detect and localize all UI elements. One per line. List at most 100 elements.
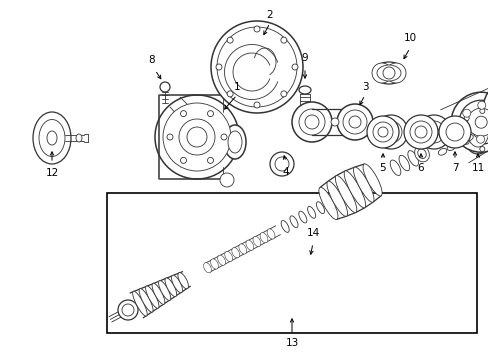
Circle shape <box>477 101 485 109</box>
Circle shape <box>226 37 233 43</box>
Circle shape <box>253 26 260 32</box>
Ellipse shape <box>76 134 82 142</box>
Text: 14: 14 <box>306 228 319 238</box>
Text: 8: 8 <box>148 55 155 65</box>
Circle shape <box>118 300 138 320</box>
Circle shape <box>403 115 437 149</box>
Circle shape <box>269 152 293 176</box>
Circle shape <box>422 121 444 143</box>
Circle shape <box>463 116 468 121</box>
Ellipse shape <box>298 211 306 223</box>
Circle shape <box>122 304 134 316</box>
Text: 11: 11 <box>470 163 484 173</box>
Circle shape <box>180 157 186 163</box>
Circle shape <box>274 157 288 171</box>
Ellipse shape <box>145 286 159 308</box>
Ellipse shape <box>224 125 245 159</box>
Ellipse shape <box>407 150 418 166</box>
Ellipse shape <box>164 278 176 297</box>
Ellipse shape <box>422 121 444 143</box>
Ellipse shape <box>298 86 310 94</box>
Ellipse shape <box>139 288 153 312</box>
Circle shape <box>385 127 395 137</box>
Text: 10: 10 <box>403 33 416 43</box>
Ellipse shape <box>266 229 274 239</box>
Circle shape <box>458 100 488 144</box>
Text: 12: 12 <box>45 168 59 178</box>
Circle shape <box>377 127 387 137</box>
Circle shape <box>450 92 488 152</box>
Ellipse shape <box>472 122 482 138</box>
Ellipse shape <box>160 82 170 92</box>
Circle shape <box>428 127 438 137</box>
Ellipse shape <box>344 171 365 208</box>
Circle shape <box>155 95 239 179</box>
Text: 3: 3 <box>361 82 367 92</box>
Ellipse shape <box>353 167 373 202</box>
Ellipse shape <box>33 112 71 164</box>
Ellipse shape <box>318 187 337 220</box>
Circle shape <box>479 147 484 152</box>
Ellipse shape <box>307 206 315 218</box>
Circle shape <box>280 37 286 43</box>
Ellipse shape <box>227 131 242 153</box>
Circle shape <box>457 116 488 148</box>
Text: 1: 1 <box>233 82 240 92</box>
Text: 9: 9 <box>301 53 307 63</box>
Text: 7: 7 <box>451 163 457 173</box>
Circle shape <box>414 126 426 138</box>
Ellipse shape <box>231 248 239 258</box>
Circle shape <box>216 64 222 70</box>
Ellipse shape <box>417 149 426 158</box>
Ellipse shape <box>437 148 446 155</box>
Ellipse shape <box>316 202 324 213</box>
Circle shape <box>371 63 391 83</box>
Ellipse shape <box>238 244 246 254</box>
Circle shape <box>379 121 401 143</box>
Circle shape <box>226 91 233 97</box>
Ellipse shape <box>414 145 428 162</box>
Circle shape <box>179 119 215 155</box>
Ellipse shape <box>281 221 288 232</box>
Ellipse shape <box>203 263 211 273</box>
Circle shape <box>291 102 331 142</box>
Ellipse shape <box>461 106 488 154</box>
Circle shape <box>221 134 226 140</box>
Circle shape <box>409 121 431 143</box>
Circle shape <box>253 102 260 108</box>
Circle shape <box>372 122 392 142</box>
Text: 5: 5 <box>379 163 386 173</box>
Circle shape <box>207 111 213 117</box>
Circle shape <box>445 123 463 141</box>
Circle shape <box>382 67 394 79</box>
Circle shape <box>462 109 470 117</box>
Ellipse shape <box>455 139 464 146</box>
Text: 13: 13 <box>285 338 298 348</box>
Circle shape <box>342 110 366 134</box>
Circle shape <box>298 109 325 135</box>
Ellipse shape <box>289 216 297 228</box>
Circle shape <box>479 108 484 113</box>
Ellipse shape <box>132 291 147 316</box>
Circle shape <box>186 127 206 147</box>
Circle shape <box>461 126 469 134</box>
Ellipse shape <box>252 237 260 247</box>
Circle shape <box>163 103 230 171</box>
Ellipse shape <box>178 273 188 289</box>
Ellipse shape <box>217 255 225 265</box>
Text: 2: 2 <box>266 10 273 20</box>
Circle shape <box>483 81 488 133</box>
Circle shape <box>330 118 338 126</box>
Circle shape <box>348 116 360 128</box>
Ellipse shape <box>376 65 400 81</box>
Ellipse shape <box>464 134 472 141</box>
Circle shape <box>438 116 470 148</box>
Ellipse shape <box>372 62 404 84</box>
Circle shape <box>180 111 186 117</box>
Circle shape <box>167 134 173 140</box>
Ellipse shape <box>326 181 347 216</box>
Ellipse shape <box>260 233 267 243</box>
Ellipse shape <box>245 240 253 250</box>
Bar <box>107 193 476 333</box>
Circle shape <box>385 63 405 83</box>
